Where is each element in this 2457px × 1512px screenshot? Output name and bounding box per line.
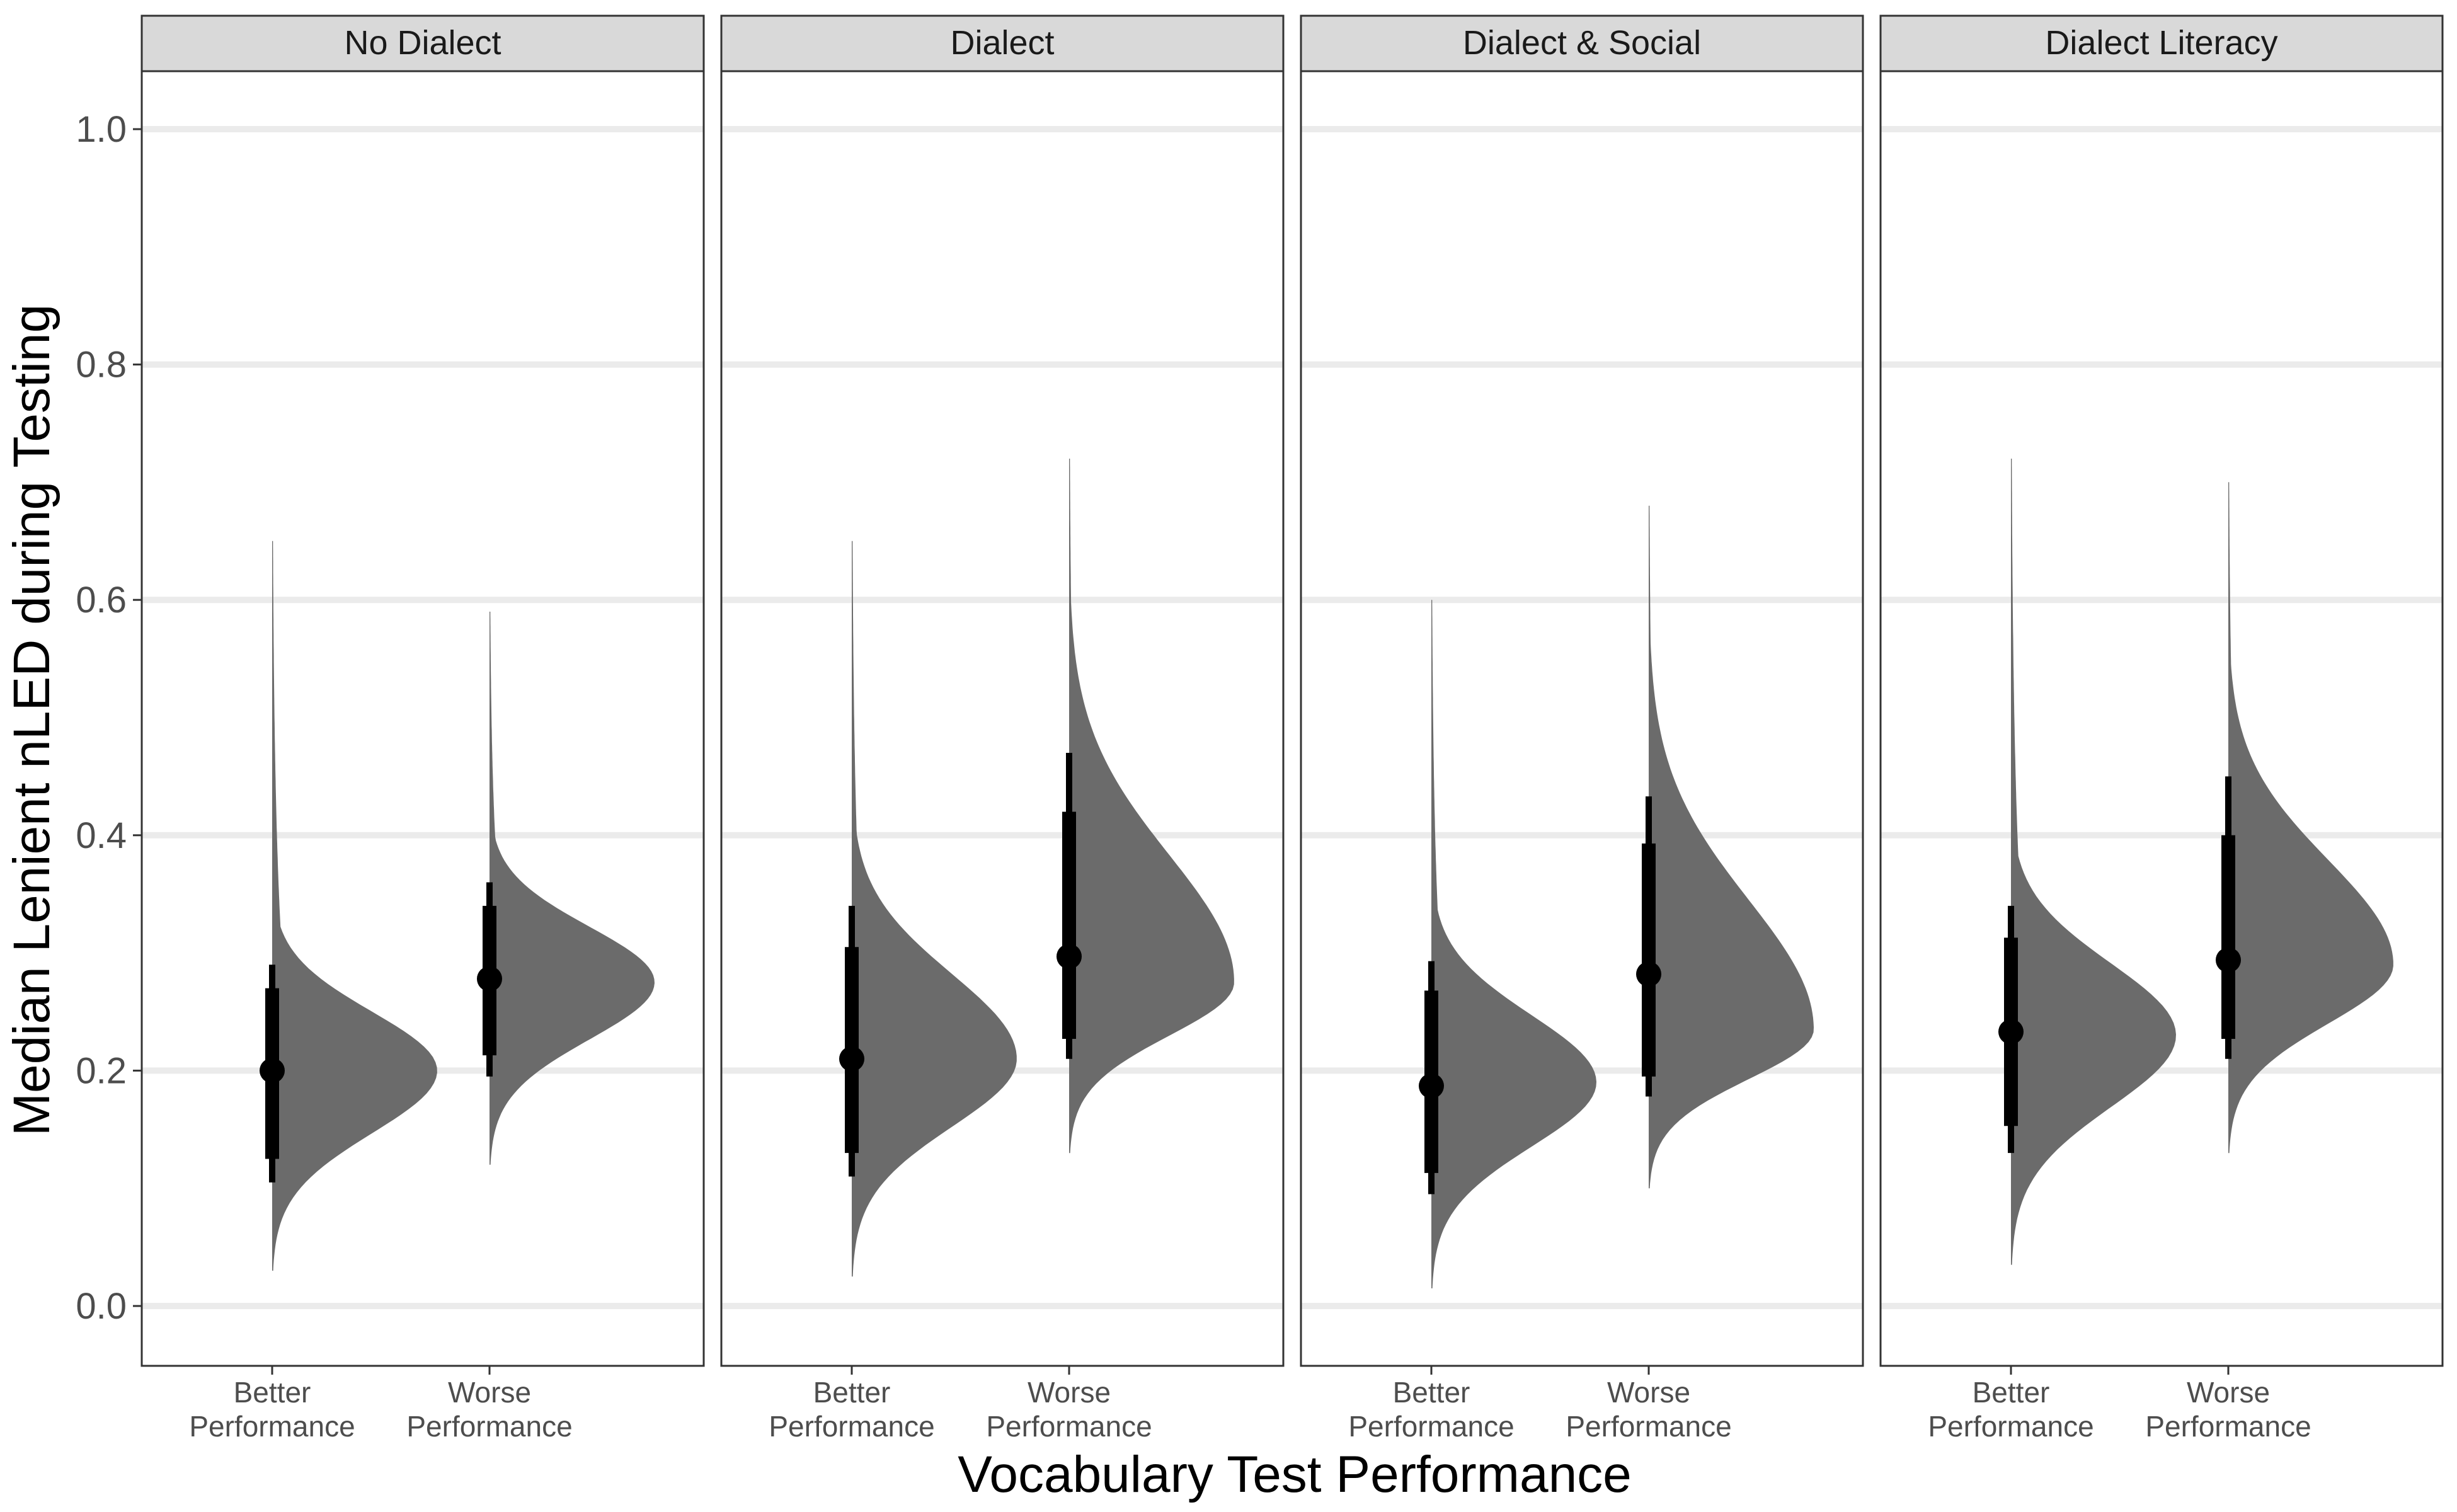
median-point [839,1046,864,1072]
x-tick-label: Better [1973,1376,2050,1409]
panel-border [1300,70,1864,1367]
x-tick-label: Worse [1607,1376,1690,1409]
x-tick-label: Performance [2145,1410,2311,1443]
median-point [1419,1073,1444,1099]
panel-border [720,70,1285,1367]
density-slab [1069,459,1234,1154]
facet-strip-label: No Dialect [344,24,501,62]
panel-background [1881,71,2443,1366]
y-tick-label: 0.2 [76,1050,127,1091]
facet-strip-label: Dialect Literacy [2045,24,2277,62]
density-slab [2011,459,2176,1265]
x-axis-title: Vocabulary Test Performance [958,1446,1632,1503]
panel-background [1301,71,1863,1366]
x-tick-label: Better [234,1376,311,1409]
median-point [1057,944,1082,970]
x-tick-label: Worse [1028,1376,1111,1409]
x-tick-label: Worse [2187,1376,2270,1409]
median-point [2216,947,2241,973]
y-tick-label: 0.6 [76,580,127,621]
x-tick-label: Performance [769,1410,934,1443]
x-tick-label: Better [813,1376,891,1409]
density-slab [1649,505,1814,1189]
x-tick-label: Performance [1348,1410,1514,1443]
median-point [1998,1019,2024,1045]
y-tick-label: 0.0 [76,1286,127,1327]
x-tick-label: Performance [1566,1410,1731,1443]
facet-strip [1300,14,1864,72]
panel-border [1879,70,2444,1367]
facet-strip [1879,14,2444,72]
facet-strip-label: Dialect & Social [1463,24,1701,62]
x-tick-label: Performance [406,1410,572,1443]
density-slab [852,541,1017,1277]
median-point [260,1058,285,1084]
y-tick-label: 0.8 [76,345,127,386]
facet-panel: Dialect LiteracyBetterPerformanceWorsePe… [1879,14,2444,1443]
density-slab [272,541,437,1271]
y-axis-title: Median Lenient nLED during Testing [3,304,60,1137]
x-tick-label: Worse [448,1376,531,1409]
density-slab [490,611,655,1165]
x-tick-label: Better [1393,1376,1470,1409]
facet-strip-label: Dialect [950,24,1054,62]
x-tick-label: Performance [1928,1410,2093,1443]
x-tick-label: Performance [189,1410,355,1443]
facet-panel: Dialect & SocialBetterPerformanceWorsePe… [1300,14,1864,1443]
panel-background [142,71,704,1366]
facet-panel: No DialectBetterPerformanceWorsePerforma… [140,14,705,1443]
median-point [1636,961,1661,987]
median-point [477,966,502,992]
panel-border [140,70,705,1367]
x-tick-label: Performance [986,1410,1152,1443]
y-tick-label: 0.4 [76,815,127,856]
y-tick-label: 1.0 [76,109,127,150]
density-slab [1431,600,1596,1289]
density-slab [2228,482,2393,1154]
panel-background [721,71,1283,1366]
